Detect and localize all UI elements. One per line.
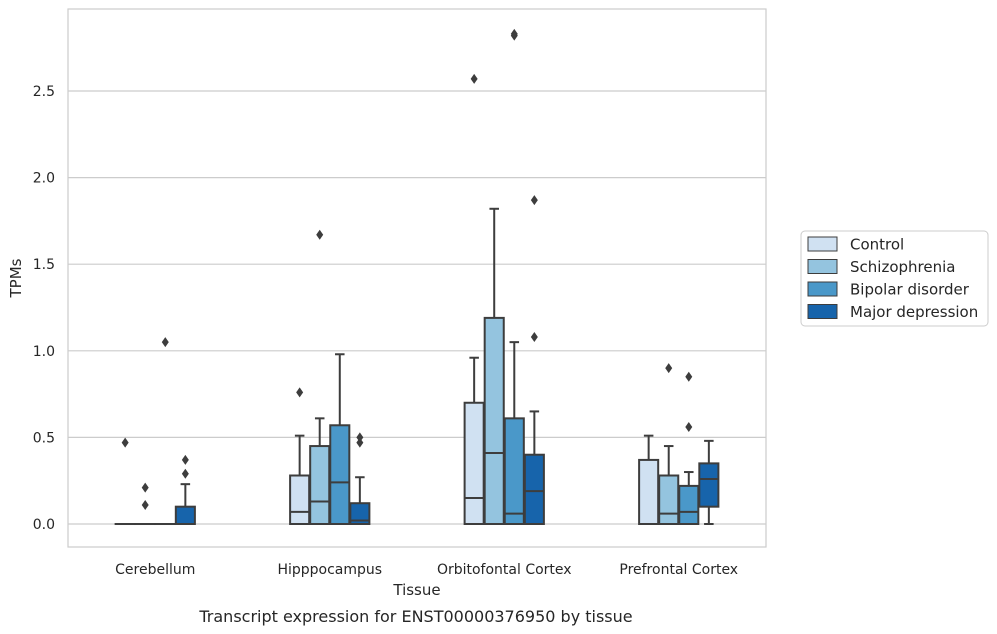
figure-caption: Transcript expression for ENST0000037695… bbox=[198, 607, 632, 626]
outlier-point bbox=[161, 337, 169, 348]
outlier-point bbox=[685, 371, 693, 382]
box-iqr bbox=[658, 474, 680, 525]
legend-label: Major depression bbox=[850, 303, 978, 321]
outlier-point bbox=[181, 468, 189, 479]
outlier-point bbox=[316, 229, 324, 240]
box-iqr bbox=[463, 401, 485, 526]
box-iqr bbox=[698, 462, 720, 508]
box-1-1 bbox=[309, 229, 331, 525]
x-tick-label: Hipppocampus bbox=[277, 562, 382, 578]
box-iqr bbox=[483, 316, 505, 525]
box-1-2 bbox=[329, 353, 351, 525]
legend-label: Control bbox=[850, 236, 904, 254]
box-3-3 bbox=[698, 439, 720, 525]
box-iqr bbox=[523, 453, 545, 525]
box-iqr bbox=[329, 424, 351, 525]
box-iqr bbox=[503, 417, 525, 525]
outlier-point bbox=[665, 363, 673, 374]
box-2-2 bbox=[503, 28, 525, 525]
box-0-0 bbox=[114, 437, 136, 526]
box-2-1 bbox=[483, 207, 505, 525]
outlier-point bbox=[141, 482, 149, 493]
outlier-point bbox=[685, 422, 693, 433]
legend-label: Schizophrenia bbox=[850, 258, 955, 276]
x-tick-label: Prefrontal Cortex bbox=[619, 562, 738, 578]
box-iqr bbox=[638, 458, 660, 525]
box-iqr bbox=[349, 502, 371, 526]
box-1-3 bbox=[349, 432, 371, 526]
box-0-3 bbox=[174, 454, 196, 525]
plot-area-frame bbox=[67, 8, 767, 548]
y-tick-label: 2.5 bbox=[33, 84, 55, 100]
outlier-point bbox=[181, 454, 189, 465]
box-iqr bbox=[174, 505, 196, 525]
legend-swatch bbox=[807, 236, 838, 252]
box-3-1 bbox=[658, 363, 680, 525]
outlier-point bbox=[510, 28, 518, 39]
box-iqr bbox=[678, 484, 700, 525]
y-tick-label: 0.5 bbox=[33, 430, 55, 446]
y-axis-ticks: 0.0 0.5 1.0 1.5 2.0 2.5 bbox=[33, 84, 55, 533]
box-0-1 bbox=[134, 482, 156, 526]
outlier-point bbox=[141, 499, 149, 510]
outlier-point bbox=[356, 432, 364, 443]
outlier-point bbox=[296, 387, 304, 398]
y-tick-label: 1.5 bbox=[33, 257, 55, 273]
y-tick-label: 1.0 bbox=[33, 344, 55, 360]
outlier-point bbox=[530, 331, 538, 342]
legend-label: Bipolar disorder bbox=[850, 281, 970, 299]
y-tick-label: 0.0 bbox=[33, 517, 55, 533]
box-0-2 bbox=[154, 337, 176, 526]
x-tick-label: Cerebellum bbox=[115, 562, 195, 578]
x-axis-label: Tissue bbox=[392, 581, 440, 599]
legend-swatch bbox=[807, 304, 838, 319]
outlier-point bbox=[356, 437, 364, 448]
box-iqr bbox=[289, 474, 311, 525]
gridlines bbox=[68, 90, 766, 525]
legend: Control Schizophrenia Bipolar disorder Majo… bbox=[800, 230, 989, 327]
legend-swatch bbox=[807, 281, 838, 297]
y-axis-label: TPMs bbox=[7, 258, 25, 298]
box-2-3 bbox=[523, 195, 545, 525]
outlier-point bbox=[470, 73, 478, 84]
x-axis-ticks: Cerebellum Hipppocampus Orbitofontal Corte… bbox=[115, 562, 738, 578]
box-3-2 bbox=[678, 371, 700, 525]
box-2-0 bbox=[463, 73, 485, 526]
outlier-point bbox=[530, 195, 538, 206]
box-plots bbox=[114, 28, 720, 526]
outlier-point bbox=[121, 437, 129, 448]
box-3-0 bbox=[638, 434, 660, 525]
y-tick-label: 2.0 bbox=[33, 171, 55, 187]
box-iqr bbox=[309, 445, 331, 525]
box-1-0 bbox=[289, 387, 311, 525]
x-tick-label: Orbitofontal Cortex bbox=[437, 562, 572, 578]
legend-swatch bbox=[807, 259, 838, 274]
legend-frame bbox=[800, 230, 989, 327]
